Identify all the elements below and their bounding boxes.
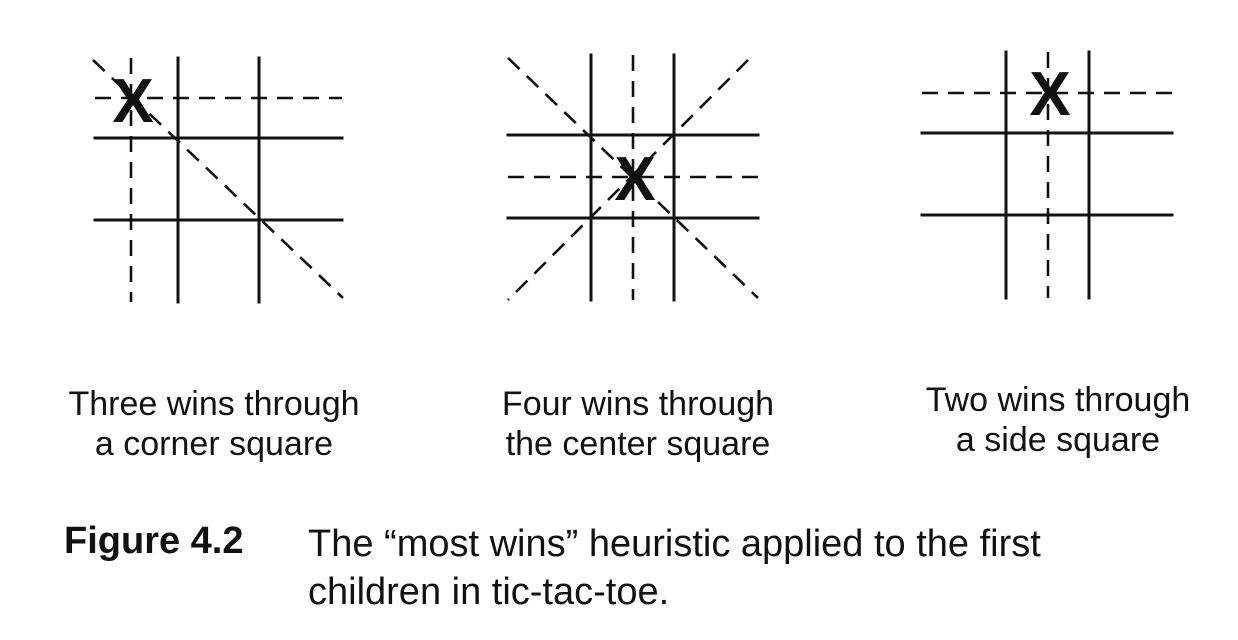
center-caption: Four wins through the center square [468, 384, 808, 464]
x-mark: X [1029, 60, 1070, 129]
win-line-antidiagonal [507, 59, 749, 301]
caption-line: the center square [505, 425, 771, 463]
win-line-diagonal [92, 59, 344, 299]
center-board: X [506, 53, 760, 302]
caption-line: Four wins through [501, 385, 775, 423]
corner-caption: Three wins through a corner square [44, 384, 384, 464]
figure-caption: The “most wins” heuristic applied to the… [308, 520, 1041, 616]
x-mark: X [112, 67, 153, 136]
win-line-diagonal [507, 57, 759, 299]
caption-line: a side square [955, 421, 1161, 459]
caption-line: Two wins through [925, 381, 1191, 419]
caption-line: Three wins through [68, 385, 360, 423]
x-mark: X [614, 145, 655, 214]
side-board: X [920, 50, 1174, 300]
figure-label: Figure 4.2 [64, 520, 244, 562]
figure-caption-line: The “most wins” heuristic applied to the… [308, 523, 1041, 565]
side-caption: Two wins through a side square [888, 380, 1228, 460]
figure-caption-line: children in tic-tac-toe. [308, 571, 670, 613]
caption-line: a corner square [94, 425, 334, 463]
corner-board: X [92, 56, 344, 304]
